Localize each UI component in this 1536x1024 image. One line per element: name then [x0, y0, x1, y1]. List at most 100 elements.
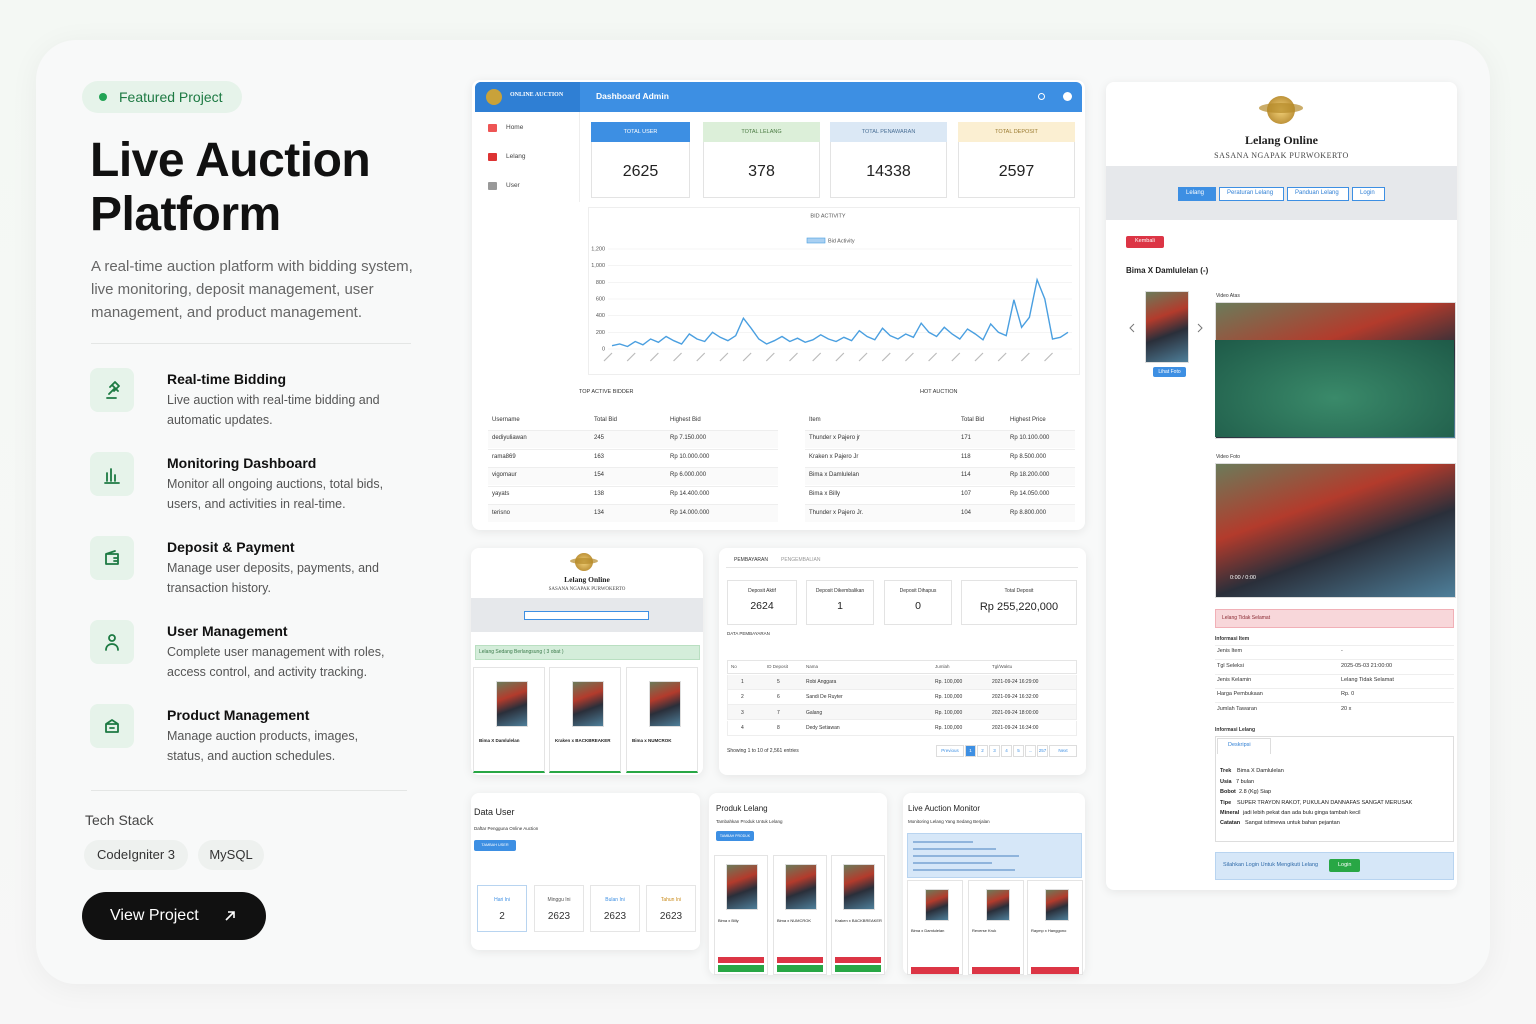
- description: A real-time auction platform with biddin…: [91, 258, 413, 321]
- video-time: 0:00 / 0:00: [1230, 575, 1256, 582]
- page-button[interactable]: [936, 745, 964, 757]
- nav-button[interactable]: [1352, 187, 1385, 201]
- stat-value: Rp 255,220,000: [979, 600, 1059, 613]
- table-cell: Rp 8.500.000: [1010, 453, 1047, 460]
- stat-header: [958, 122, 1075, 142]
- info-line: [913, 841, 973, 843]
- search-icon: [1038, 93, 1045, 100]
- product-action: [777, 957, 823, 963]
- table-cell: Sandi De Ruyter: [806, 694, 843, 701]
- page-button[interactable]: [989, 745, 1000, 757]
- stat-label: TOTAL DEPOSIT: [995, 129, 1038, 136]
- back-button[interactable]: [1126, 236, 1164, 248]
- stat-card: [806, 580, 874, 625]
- menu-item: User: [506, 181, 520, 189]
- tech-chip-text: MySQL: [209, 846, 253, 862]
- stat-card: [727, 580, 797, 625]
- table-row: [488, 504, 778, 523]
- view-project-button[interactable]: [82, 892, 266, 940]
- product-name: Kraken x BACKBREAKER: [835, 918, 882, 924]
- add-button[interactable]: [474, 840, 516, 851]
- description-key: Mineral: [1220, 810, 1240, 817]
- table-row: [805, 448, 1075, 467]
- line: [611, 277, 1069, 348]
- x-tick-stub: [673, 352, 682, 362]
- page-button[interactable]: [1013, 745, 1024, 757]
- table-cell: 1: [741, 678, 744, 685]
- table-cell: Galang: [806, 709, 823, 716]
- product-action: [777, 965, 823, 972]
- monitor-action: [972, 967, 1020, 974]
- product-name: Bima x NUMCROK: [632, 738, 672, 744]
- table-row: [488, 448, 778, 467]
- nav-button[interactable]: [1178, 187, 1216, 201]
- add-button[interactable]: [716, 831, 754, 841]
- table-row: [727, 689, 1077, 705]
- info-row: [1215, 702, 1454, 716]
- table-row: [488, 430, 778, 448]
- nav-text: Peraturan Lelang: [1227, 190, 1274, 197]
- section-title: Informasi Item: [1215, 635, 1250, 642]
- tab[interactable]: [1217, 738, 1271, 754]
- icon-path: [105, 719, 119, 733]
- photo: [649, 681, 681, 727]
- page-button[interactable]: [1025, 745, 1036, 757]
- button-text: TAMBAH PRODUK: [719, 833, 751, 838]
- stat-card: [646, 885, 696, 932]
- x-tick-stub: [626, 352, 636, 362]
- table-cell: Bima x Damlulelan: [809, 472, 860, 479]
- stat-label: Hari Ini: [494, 896, 510, 903]
- table-cell: 6: [777, 694, 780, 701]
- stat-card: [534, 885, 584, 932]
- info-row: [1215, 687, 1454, 702]
- nav-strip: [524, 611, 649, 620]
- panel-title: Live Auction Monitor: [908, 803, 981, 813]
- stat-label: Deposit Aktif: [748, 587, 776, 594]
- legend-swatch: [806, 237, 826, 244]
- arrow: [225, 911, 235, 921]
- info-value: Rp. 0: [1341, 691, 1355, 698]
- page-button[interactable]: [1049, 745, 1077, 757]
- login-button[interactable]: [1329, 859, 1360, 872]
- x-tick-stub: [858, 352, 868, 362]
- y-tick-label: 200: [596, 330, 605, 336]
- nav-button[interactable]: [1219, 187, 1284, 201]
- banner-text: Lelang Sedang Berlangsung ( 3 obat ): [479, 648, 564, 655]
- table-cell: 114: [961, 472, 971, 479]
- x-tick-stub: [997, 352, 1007, 362]
- brand-logo: [486, 89, 502, 105]
- table-cell: 138: [594, 490, 605, 497]
- stat-value: 2623: [603, 910, 627, 922]
- product-name: Kraken x BACKBREAKER: [555, 738, 611, 744]
- page-button[interactable]: [1037, 745, 1048, 757]
- feature-icon-box: [90, 452, 134, 496]
- nav-button[interactable]: [1287, 187, 1349, 201]
- page-text: 2: [981, 748, 984, 754]
- badge-text: Featured Project: [119, 88, 223, 105]
- description-value: SUPER TRAYON RAKOT, PUKULAN DANNAFAS SAN…: [1237, 799, 1413, 806]
- table-cell: Rp 14.050.000: [1010, 490, 1050, 497]
- page-text: 4: [1005, 748, 1008, 754]
- column-header: Highest Price: [1010, 417, 1046, 424]
- button-text: TAMBAH USER: [481, 843, 509, 848]
- description-value: 2.8 (Kg) Siap: [1239, 789, 1272, 796]
- video-label: Video Atas: [1216, 292, 1240, 299]
- tech-chip-text: CodeIgniter 3: [96, 846, 176, 862]
- x-tick-stub: [789, 352, 798, 362]
- table-cell: Thunder x Pajero Jr.: [809, 509, 864, 516]
- table-cell: 104: [961, 509, 972, 516]
- x-tick-stub: [974, 352, 984, 362]
- page-button[interactable]: [965, 745, 976, 757]
- page-button[interactable]: [1001, 745, 1012, 757]
- table-row: [488, 485, 778, 504]
- alert-text: Lelang Tidak Selamat: [1222, 614, 1271, 621]
- photo-button[interactable]: [1153, 367, 1186, 377]
- back-text: Kembali: [1135, 238, 1155, 245]
- photo: [496, 681, 528, 727]
- nav-text: Login: [1360, 190, 1375, 197]
- page-button[interactable]: [977, 745, 988, 757]
- table-row: [805, 485, 1075, 504]
- video-label: Video Foto: [1216, 453, 1241, 460]
- table-cell: Rp. 100,000: [935, 709, 963, 716]
- monitor-action: [911, 967, 959, 974]
